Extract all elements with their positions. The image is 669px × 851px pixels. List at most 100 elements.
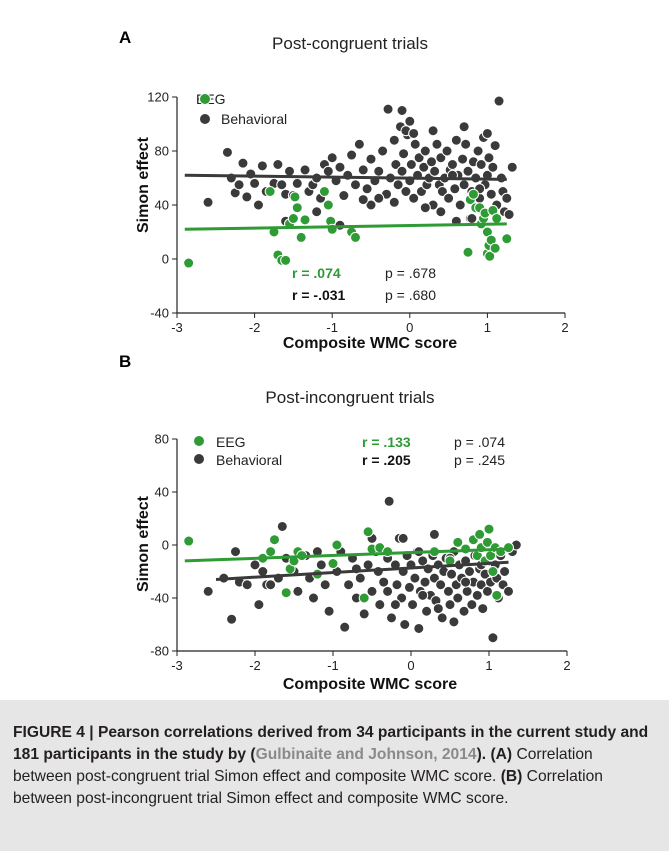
x-tick-label-a: 2 xyxy=(561,320,568,335)
regression-line-eeg-a xyxy=(184,222,507,231)
scatter-point-behavioral-b xyxy=(436,612,448,624)
legend-marker-behavioral-a xyxy=(199,113,211,125)
scatter-point-behavioral-b xyxy=(396,592,408,604)
scatter-point-eeg-b xyxy=(382,546,394,558)
scatter-point-behavioral-a xyxy=(435,152,447,164)
scatter-point-eeg-a xyxy=(349,231,361,243)
scatter-point-behavioral-b xyxy=(403,581,415,593)
scatter-point-behavioral-b xyxy=(383,495,395,507)
panel-a-letter: A xyxy=(119,28,131,47)
scatter-point-eeg-a xyxy=(491,213,503,224)
scatter-point-behavioral-a xyxy=(382,103,394,115)
scatter-point-behavioral-a xyxy=(322,165,334,177)
regression-line-behavioral-b xyxy=(215,560,509,581)
caption-lead: FIGURE 4 | Pearson correlations derived … xyxy=(13,724,649,763)
scatter-point-behavioral-b xyxy=(460,576,472,588)
scatter-point-behavioral-b xyxy=(358,608,370,620)
y-tick-label-a: -40 xyxy=(150,306,169,321)
scatter-point-behavioral-a xyxy=(272,159,284,170)
scatter-point-eeg-a xyxy=(291,202,303,214)
scatter-point-behavioral-a xyxy=(426,156,438,168)
panel-b: B Post-incongruent trials EEG Behavioral… xyxy=(119,352,571,693)
scatter-point-behavioral-a xyxy=(472,145,484,157)
figure-canvas: A Post-congruent trials EEG Behavioral r… xyxy=(119,28,571,693)
scatter-point-behavioral-b xyxy=(452,592,464,604)
scatter-point-behavioral-a xyxy=(349,179,361,191)
scatter-point-behavioral-b xyxy=(448,616,460,628)
scatter-point-behavioral-b xyxy=(419,576,431,588)
scatter-point-behavioral-a xyxy=(241,191,253,203)
scatter-point-behavioral-b xyxy=(366,585,378,597)
scatter-point-eeg-a xyxy=(295,231,307,243)
scatter-point-behavioral-b xyxy=(323,605,335,617)
caption-citation-link[interactable]: Gulbinaite and Johnson, 2014 xyxy=(255,746,477,763)
scatter-point-behavioral-a xyxy=(441,145,453,157)
scatter-point-behavioral-a xyxy=(311,206,323,218)
scatter-point-eeg-b xyxy=(183,535,195,547)
legend-b-behavioral-label: Behavioral xyxy=(216,452,282,468)
scatter-point-eeg-a xyxy=(287,213,299,224)
scatter-point-behavioral-a xyxy=(365,199,377,211)
scatter-point-eeg-b xyxy=(269,534,280,546)
scatter-point-behavioral-b xyxy=(202,585,214,597)
scatter-point-behavioral-a xyxy=(427,125,439,137)
scatter-point-behavioral-b xyxy=(461,585,473,597)
caption-part-a-label: (A) xyxy=(490,746,513,763)
y-tick-label-a: 120 xyxy=(147,90,169,105)
regression-line-behavioral-a xyxy=(184,173,507,181)
x-tick-label-b: 1 xyxy=(485,658,492,673)
scatter-point-behavioral-a xyxy=(419,202,431,214)
scatter-point-behavioral-b xyxy=(407,599,419,611)
scatter-point-behavioral-b xyxy=(399,619,411,630)
scatter-point-behavioral-b xyxy=(386,612,397,624)
scatter-point-behavioral-a xyxy=(446,159,458,170)
scatter-point-behavioral-a xyxy=(202,196,214,208)
caption-part-b-text: Correlation between post-incongruent tri… xyxy=(13,768,603,807)
scatter-point-behavioral-a xyxy=(429,165,441,177)
scatter-point-eeg-a xyxy=(489,242,501,254)
annotation-b-behavioral-r: r = .205 xyxy=(362,452,411,468)
scatter-point-behavioral-a xyxy=(404,115,416,127)
scatter-point-behavioral-b xyxy=(458,605,470,617)
scatter-point-behavioral-b xyxy=(446,568,458,580)
scatter-point-behavioral-a xyxy=(299,164,311,176)
scatter-point-eeg-b xyxy=(452,536,464,548)
scatter-point-behavioral-a xyxy=(466,213,478,224)
scatter-point-eeg-b xyxy=(265,546,277,558)
scatter-point-behavioral-a xyxy=(431,138,443,150)
scatter-point-behavioral-a xyxy=(361,183,373,195)
x-tick-label-a: -2 xyxy=(249,320,261,335)
panel-a-title: Post-congruent trials xyxy=(272,34,428,53)
scatter-point-behavioral-a xyxy=(221,146,233,158)
scatter-point-eeg-b xyxy=(481,536,493,548)
scatter-point-behavioral-b xyxy=(319,579,331,591)
scatter-point-behavioral-a xyxy=(373,165,385,177)
x-tick-label-b: -3 xyxy=(171,658,183,673)
annotation-b-eeg-p: p = .074 xyxy=(454,434,505,450)
scatter-point-behavioral-b xyxy=(276,520,288,532)
x-axis-label-a: Composite WMC score xyxy=(283,335,457,352)
scatter-point-eeg-b xyxy=(280,587,292,599)
scatter-point-behavioral-a xyxy=(462,165,474,177)
scatter-point-eeg-b xyxy=(358,592,370,604)
scatter-point-behavioral-a xyxy=(418,161,430,173)
scatter-point-eeg-a xyxy=(289,191,301,203)
scatter-point-behavioral-b xyxy=(253,599,265,611)
y-axis-label-a: Simon effect xyxy=(135,136,152,233)
scatter-point-behavioral-a xyxy=(443,192,455,204)
x-tick-label-b: 2 xyxy=(563,658,570,673)
scatter-point-eeg-a xyxy=(501,233,513,245)
scatter-point-eeg-a xyxy=(183,257,195,269)
x-tick-label-b: 0 xyxy=(407,658,414,673)
x-tick-label-b: -2 xyxy=(249,658,261,673)
scatter-point-eeg-b xyxy=(491,589,503,601)
legend-b-eeg-label: EEG xyxy=(216,434,246,450)
scatter-point-eeg-a xyxy=(264,186,276,197)
scatter-point-behavioral-a xyxy=(396,165,408,177)
scatter-point-behavioral-a xyxy=(390,159,402,170)
y-axis-label-b: Simon effect xyxy=(135,495,152,592)
scatter-point-behavioral-b xyxy=(428,528,440,540)
scatter-point-behavioral-a xyxy=(353,138,365,150)
scatter-point-behavioral-a xyxy=(489,140,501,152)
scatter-point-behavioral-b xyxy=(382,585,394,597)
